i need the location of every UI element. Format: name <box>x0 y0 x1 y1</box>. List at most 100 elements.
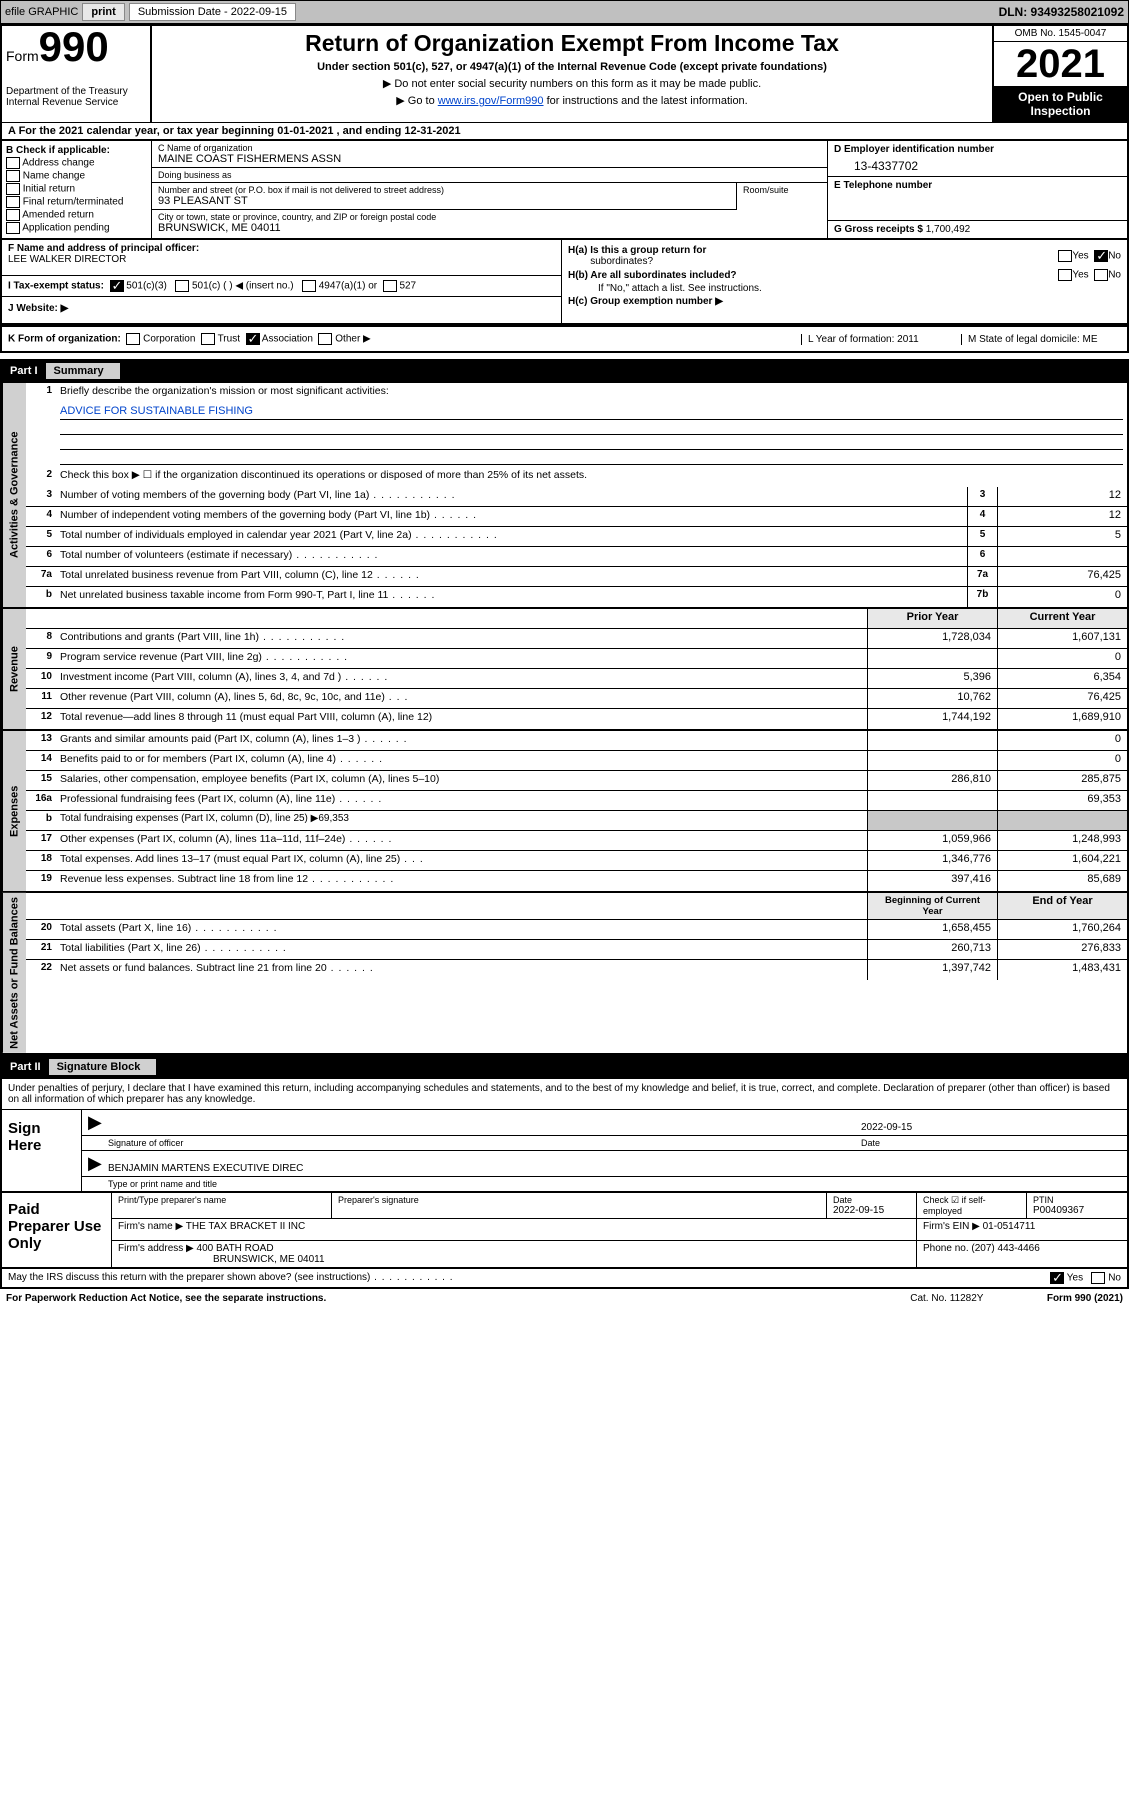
org-name: MAINE COAST FISHERMENS ASSN <box>158 153 821 165</box>
chk-amended-return[interactable]: Amended return <box>6 209 147 221</box>
section-i: I Tax-exempt status: 501(c)(3) 501(c) ( … <box>2 275 561 296</box>
cat-number: Cat. No. 11282Y <box>847 1293 1047 1304</box>
line10-prior: 5,396 <box>867 669 997 688</box>
chk-initial-return[interactable]: Initial return <box>6 183 147 195</box>
form-title-box: Return of Organization Exempt From Incom… <box>152 26 992 122</box>
chk-527[interactable] <box>383 280 397 292</box>
line4-val: 12 <box>997 507 1127 526</box>
line9-prior <box>867 649 997 668</box>
principal-officer: LEE WALKER DIRECTOR <box>8 254 555 265</box>
line22-desc: Net assets or fund balances. Subtract li… <box>56 960 867 980</box>
summary-net-assets: Net Assets or Fund Balances Beginning of… <box>0 893 1129 1055</box>
chk-ha-yes[interactable] <box>1058 250 1072 262</box>
part1-header: Part I Summary <box>0 359 1129 383</box>
street-address: 93 PLEASANT ST <box>158 195 730 207</box>
firm-name-row: Firm's name ▶ THE TAX BRACKET II INC Fir… <box>112 1219 1127 1241</box>
chk-trust[interactable] <box>201 333 215 345</box>
form-subtitle: Under section 501(c), 527, or 4947(a)(1)… <box>162 61 982 73</box>
irs-link[interactable]: www.irs.gov/Form990 <box>438 95 544 107</box>
telephone-value <box>834 191 1121 195</box>
line7a-desc: Total unrelated business revenue from Pa… <box>56 567 967 586</box>
line10-desc: Investment income (Part VIII, column (A)… <box>56 669 867 688</box>
chk-final-return[interactable]: Final return/terminated <box>6 196 147 208</box>
line12-desc: Total revenue—add lines 8 through 11 (mu… <box>56 709 867 729</box>
line7a-val: 76,425 <box>997 567 1127 586</box>
firm-address-1: 400 BATH ROAD <box>197 1243 274 1254</box>
summary-expenses: Expenses 13Grants and similar amounts pa… <box>0 731 1129 893</box>
line21-curr: 276,833 <box>997 940 1127 959</box>
section-b: B Check if applicable: Address change Na… <box>2 141 152 238</box>
paid-preparer-block: Paid Preparer Use Only Print/Type prepar… <box>0 1193 1129 1269</box>
line13-prior <box>867 731 997 750</box>
chk-hb-no[interactable] <box>1094 269 1108 281</box>
line16b-curr <box>997 811 1127 830</box>
line19-prior: 397,416 <box>867 871 997 891</box>
line16b-desc: Total fundraising expenses (Part IX, col… <box>56 811 867 830</box>
line15-prior: 286,810 <box>867 771 997 790</box>
org-name-cell: C Name of organization MAINE COAST FISHE… <box>152 141 827 168</box>
gross-receipts-cell: G Gross receipts $ 1,700,492 <box>828 221 1127 238</box>
room-suite-label: Room/suite <box>737 183 827 210</box>
line16a-curr: 69,353 <box>997 791 1127 810</box>
chk-irs-yes[interactable] <box>1050 1272 1064 1284</box>
city-cell: City or town, state or province, country… <box>152 210 827 236</box>
self-employed-check[interactable]: Check ☑ if self-employed <box>917 1193 1027 1218</box>
firm-phone: (207) 443-4466 <box>971 1243 1039 1254</box>
line5-val: 5 <box>997 527 1127 546</box>
line14-curr: 0 <box>997 751 1127 770</box>
firm-address-row: Firm's address ▶ 400 BATH ROADBRUNSWICK,… <box>112 1241 1127 1267</box>
h-b-row: H(b) Are all subordinates included? Yes … <box>568 269 1121 281</box>
tab-revenue: Revenue <box>2 609 26 729</box>
chk-hb-yes[interactable] <box>1058 269 1072 281</box>
chk-501c[interactable] <box>175 280 189 292</box>
year-formation: L Year of formation: 2011 <box>801 334 961 345</box>
chk-irs-no[interactable] <box>1091 1272 1105 1284</box>
penalty-statement: Under penalties of perjury, I declare th… <box>0 1079 1129 1109</box>
chk-address-change[interactable]: Address change <box>6 157 147 169</box>
h-a-row: H(a) Is this a group return for subordin… <box>568 245 1121 267</box>
ptin-value: P00409367 <box>1033 1205 1084 1216</box>
print-button[interactable]: print <box>82 3 124 21</box>
dept-irs: Internal Revenue Service <box>6 97 146 108</box>
line18-prior: 1,346,776 <box>867 851 997 870</box>
line9-curr: 0 <box>997 649 1127 668</box>
chk-assoc[interactable] <box>246 333 260 345</box>
chk-name-change[interactable]: Name change <box>6 170 147 182</box>
state-domicile: M State of legal domicile: ME <box>961 334 1121 345</box>
line17-desc: Other expenses (Part IX, column (A), lin… <box>56 831 867 850</box>
signature-row: ▶ 2022-09-15 <box>82 1110 1127 1136</box>
line15-desc: Salaries, other compensation, employee b… <box>56 771 867 790</box>
line10-curr: 6,354 <box>997 669 1127 688</box>
line3-val: 12 <box>997 487 1127 506</box>
line20-desc: Total assets (Part X, line 16) <box>56 920 867 939</box>
form-word: Form <box>6 48 39 64</box>
section-d: D Employer identification number 13-4337… <box>827 141 1127 238</box>
line8-curr: 1,607,131 <box>997 629 1127 648</box>
tab-expenses: Expenses <box>2 731 26 891</box>
line3-desc: Number of voting members of the governin… <box>56 487 967 506</box>
firm-name: THE TAX BRACKET II INC <box>186 1221 305 1232</box>
line21-desc: Total liabilities (Part X, line 26) <box>56 940 867 959</box>
mission-text-area: ADVICE FOR SUSTAINABLE FISHING <box>26 403 1127 467</box>
chk-app-pending[interactable]: Application pending <box>6 222 147 234</box>
year-box: OMB No. 1545-0047 2021 Open to Public In… <box>992 26 1127 122</box>
telephone-cell: E Telephone number <box>828 177 1127 221</box>
chk-4947[interactable] <box>302 280 316 292</box>
chk-501c3[interactable] <box>110 280 124 292</box>
gross-receipts: 1,700,492 <box>926 224 971 235</box>
pra-notice: For Paperwork Reduction Act Notice, see … <box>6 1293 847 1304</box>
chk-corp[interactable] <box>126 333 140 345</box>
line17-prior: 1,059,966 <box>867 831 997 850</box>
chk-ha-no[interactable] <box>1094 250 1108 262</box>
line18-curr: 1,604,221 <box>997 851 1127 870</box>
line14-desc: Benefits paid to or for members (Part IX… <box>56 751 867 770</box>
line13-desc: Grants and similar amounts paid (Part IX… <box>56 731 867 750</box>
line4-desc: Number of independent voting members of … <box>56 507 967 526</box>
firm-address-2: BRUNSWICK, ME 04011 <box>118 1254 325 1265</box>
line22-prior: 1,397,742 <box>867 960 997 980</box>
officer-name-row: ▶ BENJAMIN MARTENS EXECUTIVE DIREC <box>82 1151 1127 1177</box>
chk-other[interactable] <box>318 333 332 345</box>
firm-ein: 01-0514711 <box>983 1221 1036 1232</box>
footer: For Paperwork Reduction Act Notice, see … <box>0 1289 1129 1308</box>
line20-curr: 1,760,264 <box>997 920 1127 939</box>
